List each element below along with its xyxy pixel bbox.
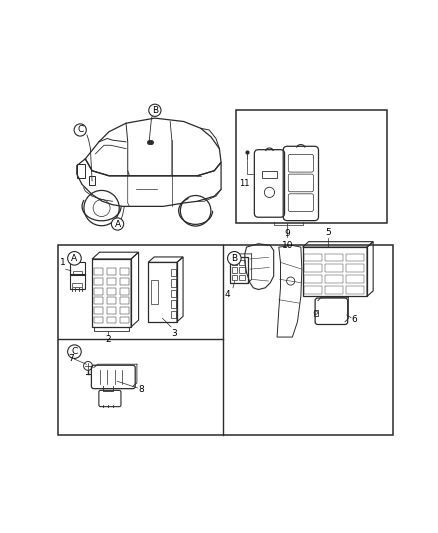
Text: 4: 4 [225,289,231,298]
Text: 9: 9 [284,229,290,238]
Bar [232,268,237,272]
Bar [304,264,322,272]
Bar [107,317,117,324]
Text: 6: 6 [352,314,357,324]
Bar [92,259,131,327]
Bar [120,307,130,314]
Bar [58,245,392,435]
Circle shape [74,124,86,136]
Bar [107,288,117,295]
Bar [346,275,364,282]
Text: 7: 7 [68,353,74,362]
Bar [88,176,95,185]
Text: B: B [231,254,237,263]
Bar [94,288,103,295]
Bar [107,297,117,304]
Text: 5: 5 [325,228,331,237]
Bar [120,288,130,295]
Bar [304,275,322,282]
Bar [346,264,364,272]
Bar [346,254,364,261]
Text: C: C [77,125,83,134]
Circle shape [67,252,81,265]
Bar [230,257,248,282]
Bar [239,268,245,272]
Text: A: A [114,220,120,229]
Bar [94,317,103,324]
Bar [237,110,387,223]
Bar [314,310,318,316]
Bar [120,278,130,285]
Bar [152,280,158,304]
Bar [94,307,103,314]
Circle shape [227,252,241,265]
Text: 1: 1 [60,259,66,268]
Bar [303,247,367,296]
Bar [232,260,237,265]
Bar [325,275,343,282]
Text: 10: 10 [282,241,293,250]
Bar [232,275,237,280]
Bar [94,297,103,304]
Bar [107,307,117,314]
Bar [325,264,343,272]
Text: 11: 11 [240,179,250,188]
Bar [325,286,343,294]
Bar [171,269,176,276]
Circle shape [149,104,161,116]
Circle shape [67,345,81,358]
Bar [239,275,245,280]
Bar [239,260,245,265]
Bar [171,311,176,318]
Bar [120,297,130,304]
Bar [148,262,177,322]
Bar [94,278,103,285]
Bar [304,254,322,261]
Text: 3: 3 [172,328,177,337]
Circle shape [111,218,124,230]
Bar [171,290,176,297]
Text: C: C [71,347,78,356]
Bar [171,301,176,308]
Bar [304,286,322,294]
Text: 8: 8 [138,385,144,394]
Bar [346,286,364,294]
Text: B: B [152,106,158,115]
Bar [94,327,130,331]
Bar [107,278,117,285]
Bar [325,254,343,261]
Bar [77,164,85,177]
Bar [120,269,130,276]
Bar [262,171,277,177]
Text: A: A [71,254,78,263]
Text: 2: 2 [106,335,111,344]
Bar [107,269,117,276]
Bar [94,269,103,276]
Bar [171,279,176,287]
Bar [120,317,130,324]
